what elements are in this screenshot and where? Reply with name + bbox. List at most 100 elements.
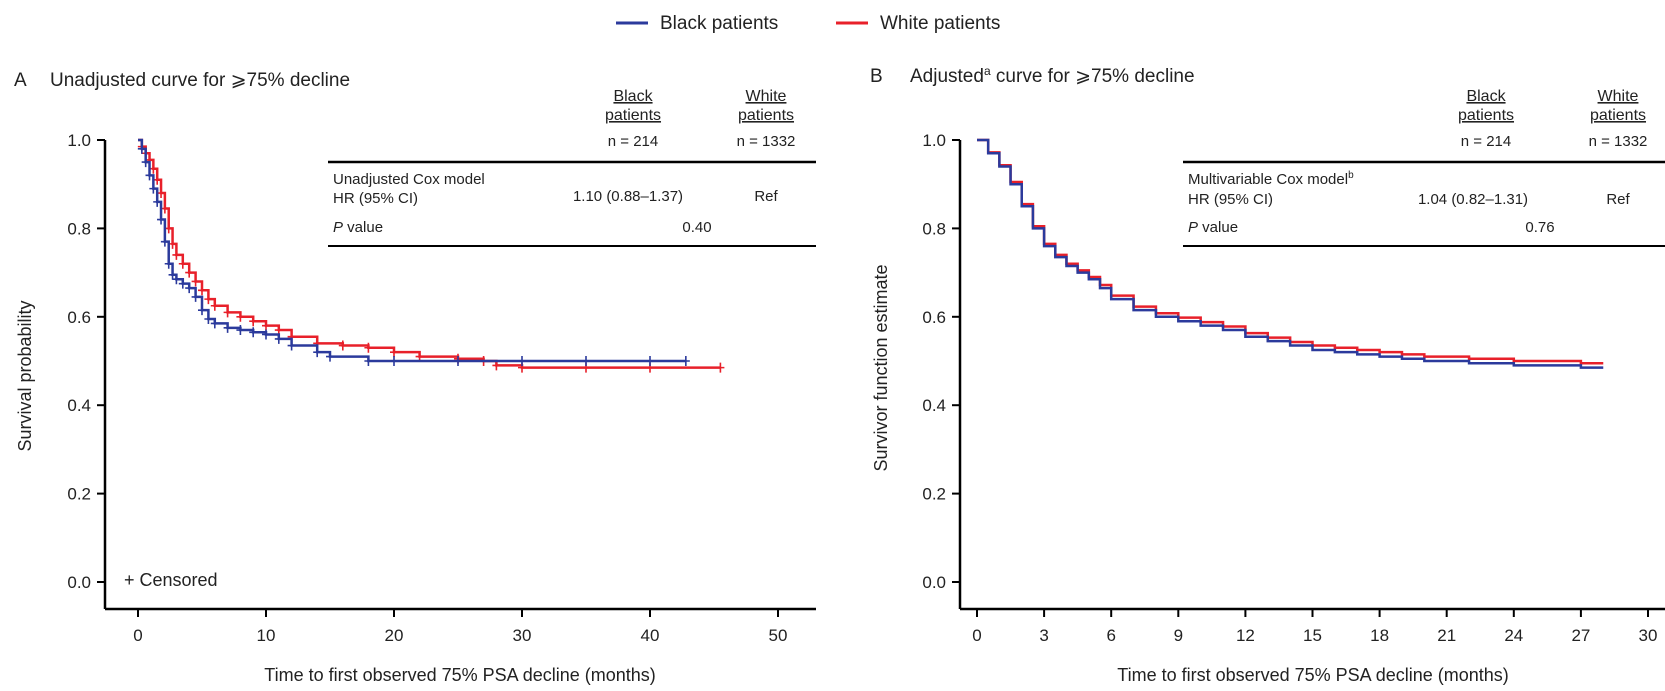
censor-mark-white [178,258,187,269]
x-tick-label: 21 [1437,626,1456,645]
censor-mark-white [191,276,200,287]
x-tick-label: 50 [769,626,788,645]
censor-mark-black [364,356,373,366]
censor-mark-black [681,356,690,366]
panel-a-x-axis-title: Time to first observed 75% PSA decline (… [264,665,656,685]
panel-b-n-black: n = 214 [1461,133,1511,150]
y-tick-label: 0.0 [922,573,946,592]
x-tick-label: 30 [513,626,532,645]
y-tick-label: 1.0 [67,131,91,150]
panel-a-hr-white: Ref [754,188,778,205]
x-tick-label: 40 [641,626,660,645]
series-line-black [977,138,1604,369]
panel-b-col2-header-line2: patients [1590,107,1646,124]
censor-mark-black [168,269,177,280]
panel-b: B Adjusteda curve for ⩾75% decline 0.0 0.… [870,64,1665,685]
censor-mark-white [364,342,373,353]
panel-b-letter: B [870,66,883,87]
y-tick-label: 0.0 [67,573,91,592]
censor-mark-black [262,329,270,340]
censor-mark-black [185,283,194,294]
censor-mark-black [287,340,296,351]
panel-b-hr-label: HR (95% CI) [1188,191,1273,208]
legend-label-black: Black patients [660,13,778,34]
censor-mark-white [204,294,213,305]
panel-a-table: Black patients White patients n = 214 n … [328,88,816,247]
panel-a-p-value: 0.40 [682,219,711,236]
panel-a-series [137,138,725,373]
censor-mark-black [149,183,158,194]
y-tick-label: 0.2 [67,485,91,504]
panel-a-p-label: P value [333,219,383,236]
panel-a-col2-header-line1: White [746,88,787,105]
censor-mark-black [249,327,258,338]
censor-mark-black [326,351,334,362]
x-tick-label: 18 [1370,626,1389,645]
censor-mark-black [164,258,173,269]
panel-a-model-label: Unadjusted Cox model [333,171,485,188]
panel-b-title: Adjusteda curve for ⩾75% decline [910,64,1195,87]
panel-b-x-axis-title: Time to first observed 75% PSA decline (… [1117,665,1509,685]
panel-b-hr-white: Ref [1606,191,1630,208]
panel-a-title: Unadjusted curve for ⩾75% decline [50,70,350,91]
panel-b-col1-header-line2: patients [1458,107,1514,124]
censor-mark-black [210,318,219,329]
censor-mark-white [262,320,270,331]
censor-mark-black [274,333,283,344]
panel-a-y-axis-title: Survival probability [15,300,35,451]
x-tick-label: 6 [1106,626,1115,645]
y-tick-label: 0.8 [67,219,91,238]
censor-mark-black [313,347,322,358]
panel-b-y-axis-title: Survivor function estimate [871,264,891,471]
panel-a-hr-label: HR (95% CI) [333,190,418,207]
panel-b-n-white: n = 1332 [1589,133,1648,150]
censor-mark-black [137,143,146,154]
legend: Black patients White patients [616,13,1000,34]
censor-mark-black [141,157,150,168]
panel-a-axes: 0.0 0.2 0.4 0.6 0.8 1.0 0 10 20 30 40 50 [67,131,816,645]
x-tick-label: 24 [1504,626,1523,645]
censor-mark-black [204,314,213,325]
censor-mark-white [185,267,194,278]
censor-mark-white [716,362,725,373]
panel-b-hr-black: 1.04 (0.82–1.31) [1418,191,1528,208]
censor-mark-black [454,356,462,366]
panel-a-n-white: n = 1332 [737,133,796,150]
panel-b-model-label: Multivariable Cox modelb [1188,170,1354,188]
censor-mark-white [236,311,245,322]
censor-mark-black [172,274,181,285]
y-tick-label: 0.8 [922,219,946,238]
panel-b-col2-header-line1: White [1598,88,1639,105]
panel-a-y-ticks: 0.0 0.2 0.4 0.6 0.8 1.0 [67,131,105,592]
panel-b-axes: 0.0 0.2 0.4 0.6 0.8 1.0 0 3 6 9 12 15 18 21 24 27 30 [922,131,1665,645]
x-tick-label: 3 [1039,626,1048,645]
x-tick-label: 12 [1236,626,1255,645]
censor-mark-black [390,356,398,366]
panel-a-x-ticks: 0 10 20 30 40 50 [133,609,787,645]
panel-b-col1-header-line1: Black [1466,88,1506,105]
censor-mark-black [582,356,590,366]
x-tick-label: 0 [972,626,981,645]
censor-mark-white [198,285,206,296]
censor-mark-white [249,316,258,327]
censor-mark-white [172,249,181,260]
panel-b-x-ticks: 0 3 6 9 12 15 18 21 24 27 30 [972,609,1657,645]
y-tick-label: 0.6 [67,308,91,327]
panel-b-table: Black patients White patients n = 214 n … [1183,88,1665,247]
censor-mark-black [191,291,200,302]
panel-a-letter: A [14,70,27,91]
panel-b-p-value: 0.76 [1525,219,1554,236]
censor-mark-black [145,170,154,181]
panel-a-hr-black: 1.10 (0.88–1.37) [573,188,683,205]
censor-mark-black [153,196,162,207]
censor-mark-white [338,340,347,351]
x-tick-label: 20 [385,626,404,645]
censor-mark-black [157,214,166,225]
panel-b-series [977,138,1604,369]
censor-mark-black [236,325,245,336]
censor-mark-black [178,278,187,289]
x-tick-label: 0 [133,626,142,645]
censor-mark-white [223,307,232,318]
x-tick-label: 15 [1303,626,1322,645]
